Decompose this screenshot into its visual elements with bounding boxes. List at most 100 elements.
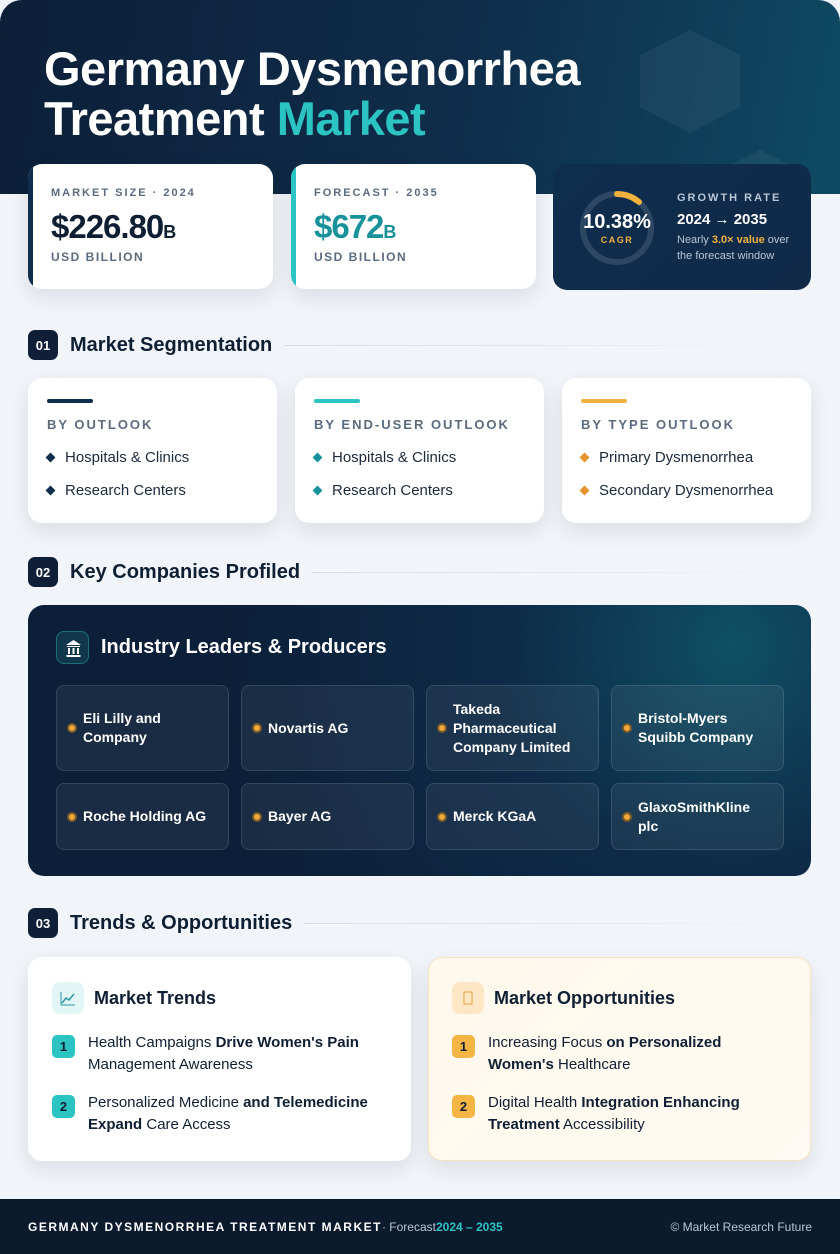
company-name: Bayer AG (268, 808, 332, 824)
item-text-part: Healthcare (553, 1056, 631, 1073)
company-name: Merck KGaA (453, 808, 537, 824)
bank-icon (56, 631, 89, 664)
item-text-part: Health Campaigns (88, 1034, 216, 1051)
stat-card: MARKET SIZE · 2024 $226.80B USD BILLION (28, 164, 273, 289)
company-tile: Novartis AG (241, 685, 414, 771)
company-name: Bristol-Myers Squibb Company (638, 710, 754, 745)
item-text: Digital Health Integration Enhancing Tre… (488, 1092, 778, 1136)
bullet (45, 452, 56, 463)
note-text: Nearly (677, 234, 712, 246)
segment-item-text: Research Centers (332, 482, 453, 499)
stat-value-box: $226.80B (51, 208, 176, 246)
header: Germany Dysmenorrhea Treatment Market (0, 0, 840, 194)
segment-item: Research Centers (312, 482, 453, 499)
section-header: 03 Trends & Opportunities (28, 908, 811, 938)
cagr-label: CAGR (600, 235, 634, 245)
company-name: GlaxoSmithKline plc (638, 798, 751, 834)
stat-unit: B (163, 222, 177, 242)
item-number: 2 (52, 1095, 75, 1118)
stat-value: $672 (314, 208, 384, 245)
segment-item: Secondary Dysmenorrhea (579, 482, 773, 499)
trend-icon (52, 982, 84, 1014)
bullet (252, 811, 262, 822)
segment-card: BY TYPE OUTLOOK Primary Dysmenorrhea Secon… (562, 378, 811, 523)
bullet (579, 485, 590, 496)
divider (304, 922, 811, 924)
company-name: Novartis AG (268, 719, 349, 736)
trend-item: 1 Health Campaigns Drive Women's Pain Man… (52, 1032, 378, 1076)
bullet (67, 811, 77, 822)
bullet (312, 452, 323, 463)
segment-item: Hospitals & Clinics (45, 449, 190, 466)
growth-period: 2024 → 2035 (677, 211, 768, 228)
segment-item-text: Hospitals & Clinics (65, 449, 190, 466)
item-emphasis: and Telemedicine Expand (88, 1094, 368, 1133)
section-title: Key Companies Profiled (70, 560, 301, 583)
stat-value: $226.80 (51, 208, 164, 245)
item-text: Increasing Focus on Personalized Women's… (488, 1032, 778, 1076)
segment-card: BY OUTLOOK Hospitals & Clinics Research Ce… (28, 378, 277, 523)
title-accent: Market (276, 92, 426, 145)
company-tile: Bristol-Myers Squibb Company (611, 685, 784, 771)
stat-sub: USD BILLION (314, 250, 408, 264)
note-highlight: 3.0× value (711, 234, 765, 246)
segment-title: BY OUTLOOK (47, 417, 154, 432)
item-text-part: Digital Health (488, 1094, 582, 1111)
item-number: 1 (52, 1035, 75, 1058)
trend-title: Market Opportunities (494, 988, 676, 1008)
footer-period: 2024 – 2035 (435, 1219, 503, 1234)
trend-item: 1 Increasing Focus on Personalized Women'… (452, 1032, 778, 1076)
bullet (312, 485, 323, 496)
bullet (579, 452, 590, 463)
item-number: 1 (452, 1035, 475, 1058)
growth-card: 10.38% CAGR GROWTH RATE 2024 → 2035 Near… (553, 164, 811, 290)
bullet (67, 723, 77, 733)
company-tile: Eli Lilly and Company (56, 685, 229, 771)
item-emphasis: Integration Enhancing Treatment (488, 1094, 740, 1133)
item-text-part: Accessibility (559, 1116, 645, 1133)
company-name: Takeda Pharmaceutical Company Limited (453, 700, 571, 755)
footer-credit: © Market Research Future (670, 1219, 812, 1234)
section-header: 02 Key Companies Profiled (28, 557, 811, 587)
accent-bar (28, 164, 33, 289)
footer: GERMANY DYSMENORRHEA TREATMENT MARKET · … (0, 1199, 840, 1254)
segment-item-text: Research Centers (65, 482, 186, 499)
section-number: 01 (28, 330, 58, 360)
companies-panel: Industry Leaders & Producers Eli Lilly a… (28, 605, 811, 876)
trend-item: 2 Personalized Medicine and Telemedicine … (52, 1094, 378, 1136)
company-tile: Takeda Pharmaceutical Company Limited (426, 685, 599, 771)
growth-note: Nearly 3.0× value over the forecast wind… (677, 232, 797, 264)
trend-card: Market Trends 1 Health Campaigns Drive Wom… (28, 957, 411, 1161)
item-number: 2 (452, 1095, 475, 1118)
company-tile: Roche Holding AG (56, 783, 229, 850)
bullet (45, 485, 56, 496)
trend-card: Market Opportunities 1 Increasing Focus on… (428, 957, 811, 1161)
company-name: Eli Lilly and Company (83, 710, 161, 745)
section-number: 03 (28, 908, 58, 938)
footer-forecast: · Forecast (381, 1219, 436, 1234)
bullet (437, 811, 447, 822)
segment-item: Primary Dysmenorrhea (579, 449, 753, 466)
divider (312, 571, 811, 573)
stat-label: MARKET SIZE · 2024 (51, 187, 196, 199)
divider (284, 344, 811, 346)
bullet (622, 723, 632, 733)
section-header: 01 Market Segmentation (28, 330, 811, 360)
companies-title: Industry Leaders & Producers (101, 636, 387, 658)
company-tile: Merck KGaA (426, 783, 599, 850)
item-emphasis: Drive Women's Pain (215, 1034, 359, 1051)
item-text-part: Increasing Focus (488, 1034, 607, 1051)
company-grid: Eli Lilly and Company Novartis AG Takeda P… (56, 685, 784, 850)
item-text-part: Care Access (142, 1116, 231, 1133)
segment-item: Research Centers (45, 482, 186, 499)
stat-value-box: $672B (314, 208, 396, 246)
segment-title: BY TYPE OUTLOOK (581, 417, 735, 432)
section-number: 02 (28, 557, 58, 587)
trend-icon (452, 982, 484, 1014)
item-text: Health Campaigns Drive Women's Pain Mana… (88, 1032, 378, 1076)
bullet (622, 811, 632, 822)
item-text-part: Management Awareness (88, 1056, 253, 1073)
footer-title: GERMANY DYSMENORRHEA TREATMENT MARKET (28, 1219, 382, 1234)
company-name: Roche Holding AG (83, 808, 207, 824)
